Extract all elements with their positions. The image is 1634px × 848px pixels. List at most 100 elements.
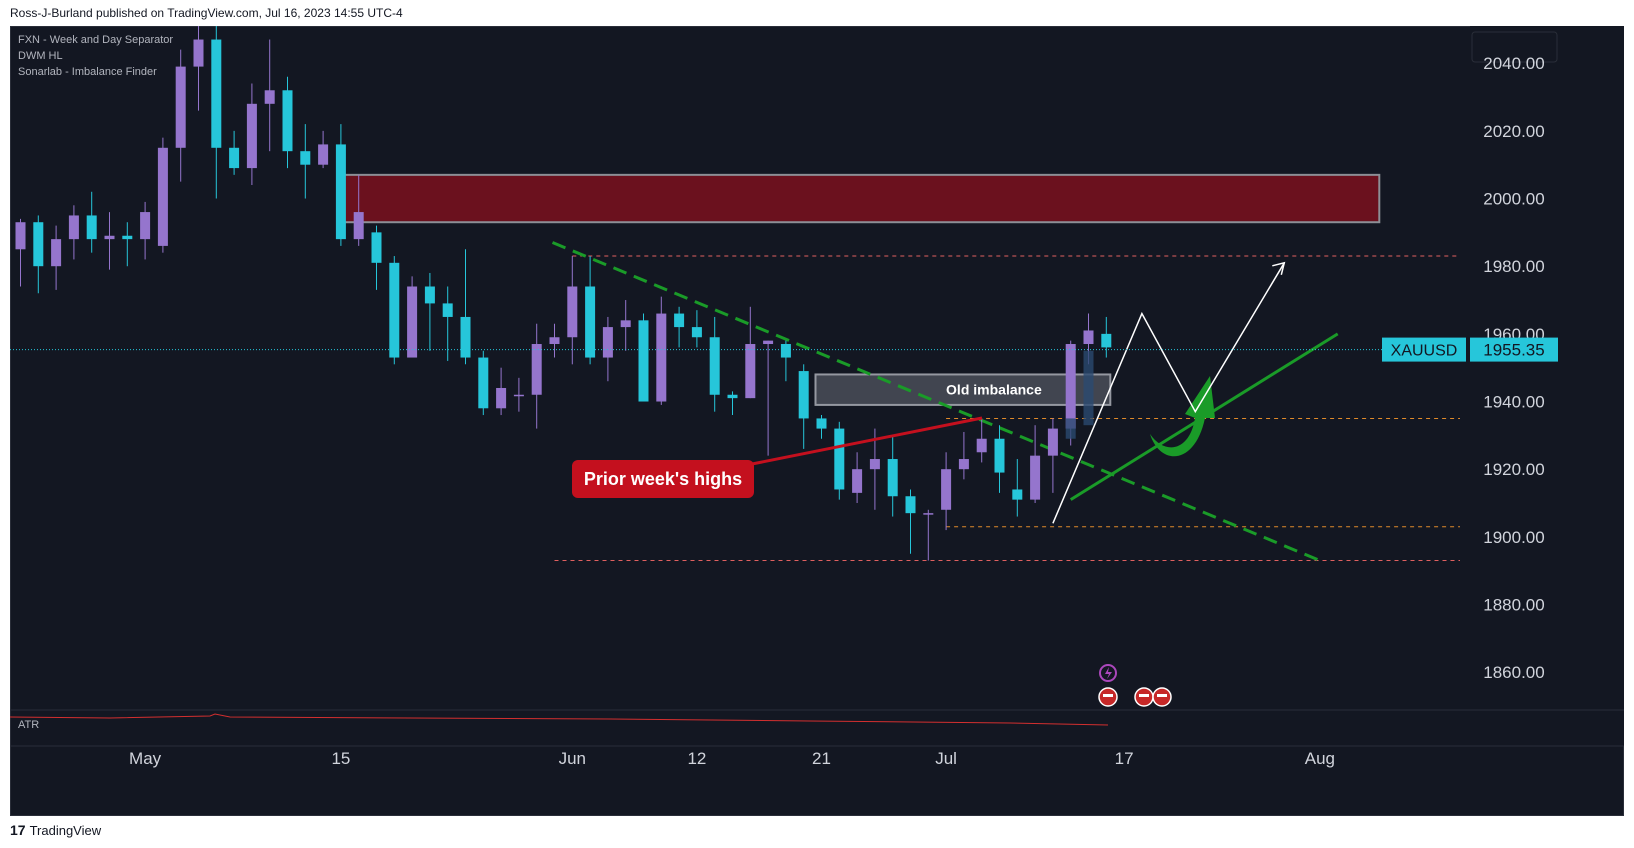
downtrend-line: [551, 241, 1321, 562]
tradingview-brand: TradingView: [29, 822, 102, 838]
candle-body: [300, 151, 311, 165]
candle-body: [798, 371, 809, 419]
candle-body: [620, 320, 631, 328]
price-tick-label: 1860.00: [1483, 663, 1544, 682]
candle-body: [905, 496, 916, 514]
price-tick-label: 1880.00: [1483, 596, 1544, 615]
time-tick-label: 17: [1115, 749, 1134, 768]
candle-body: [763, 340, 774, 345]
candle-body: [513, 394, 524, 397]
candle-body: [531, 344, 542, 395]
symbol-label: XAUUSD: [1391, 343, 1458, 360]
candle-body: [389, 262, 400, 358]
us-flag-stripe: [1139, 694, 1149, 697]
time-tick-label: 15: [331, 749, 350, 768]
price-tick-label: 2000.00: [1483, 190, 1544, 209]
price-tick-label: 1980.00: [1483, 257, 1544, 276]
time-tick-label: Aug: [1305, 749, 1335, 768]
candle-body: [1030, 455, 1041, 500]
candle-body: [1101, 333, 1112, 348]
candle-body: [229, 147, 240, 169]
us-flag-stripe: [1157, 694, 1167, 697]
imbalance-zone: [337, 173, 1381, 224]
candle-body: [264, 90, 275, 104]
tradingview-footer[interactable]: 17 TradingView: [10, 822, 101, 838]
indicator-imbalance-finder[interactable]: Sonarlab - Imbalance Finder: [18, 66, 157, 78]
candle-body: [976, 438, 987, 453]
candle-body: [887, 459, 898, 497]
indicator-week-day-separator[interactable]: FXN - Week and Day Separator: [18, 34, 174, 46]
tradingview-logo-icon: 17: [10, 822, 26, 838]
candle-body: [923, 513, 934, 515]
candle-body: [745, 344, 756, 399]
candlestick-chart[interactable]: Old imbalance Prior week's highs 2040.00 20…: [10, 26, 1624, 816]
axis-header-box: [1471, 31, 1558, 63]
price-tick-label: 1940.00: [1483, 393, 1544, 412]
candle-body: [941, 469, 952, 510]
candle-body: [549, 337, 560, 345]
ghost-candle: [1065, 418, 1076, 439]
price-tick-label: 2020.00: [1483, 122, 1544, 141]
candle-body: [994, 438, 1005, 473]
atr-line: [10, 713, 1109, 726]
candle-body: [602, 327, 613, 358]
candle-body: [157, 147, 168, 246]
candle-body: [51, 239, 62, 267]
candle-body: [175, 66, 186, 148]
price-tick-label: 2040.00: [1483, 54, 1544, 73]
atr-label: ATR: [18, 719, 39, 731]
candle-body: [958, 459, 969, 470]
candle-body: [780, 344, 791, 358]
lightning-glyph-icon: [1105, 667, 1112, 679]
candle-body: [816, 418, 827, 429]
time-tick-label: May: [129, 749, 162, 768]
candle-body: [567, 286, 578, 338]
time-tick-label: 12: [687, 749, 706, 768]
prior-week-highs-line: [751, 416, 983, 466]
candle-body: [478, 357, 489, 409]
price-axis-bg: [1470, 26, 1624, 746]
candle-body: [656, 313, 667, 402]
candle-body: [33, 222, 44, 267]
time-tick-label: 21: [812, 749, 831, 768]
old-imbalance-label: Old imbalance: [946, 382, 1042, 398]
symbol-badge: [1382, 337, 1466, 362]
candle-body: [353, 212, 364, 240]
candle-body: [211, 39, 222, 148]
prior-week-highs-label: Prior week's highs: [584, 469, 742, 489]
candle-body: [424, 286, 435, 304]
candle-body: [15, 222, 26, 250]
candle-body: [1012, 489, 1023, 500]
candle-body: [852, 469, 863, 493]
candle-body: [709, 337, 720, 395]
candle-body: [1065, 344, 1076, 429]
candle-body: [691, 327, 702, 338]
candle-body: [104, 235, 115, 240]
candle-body: [140, 212, 151, 240]
candle-body: [371, 232, 382, 263]
ghost-candle: [1083, 350, 1094, 426]
candle-body: [335, 144, 346, 240]
candle-body: [674, 313, 685, 328]
candle-body: [122, 235, 133, 240]
candle-body: [282, 90, 293, 152]
projection-arrowhead: [1272, 261, 1286, 275]
candle-body: [638, 320, 649, 402]
candle-body: [834, 428, 845, 490]
candle-body: [442, 303, 453, 317]
indicator-dwm-hl[interactable]: DWM HL: [18, 50, 63, 62]
candle-body: [869, 459, 880, 470]
lightning-event-icon: [1099, 664, 1117, 682]
candle-body: [246, 103, 257, 169]
price-tick-label: 1920.00: [1483, 460, 1544, 479]
candle-body: [86, 215, 97, 240]
time-tick-label: Jul: [935, 749, 957, 768]
candle-body: [496, 387, 507, 409]
candle-body: [1047, 428, 1058, 456]
price-tick-label: 1900.00: [1483, 528, 1544, 547]
candle-body: [1083, 330, 1094, 345]
time-tick-label: Jun: [559, 749, 586, 768]
published-header: Ross-J-Burland published on TradingView.…: [10, 6, 403, 20]
last-price-badge: [1470, 337, 1558, 362]
candle-body: [460, 316, 471, 358]
